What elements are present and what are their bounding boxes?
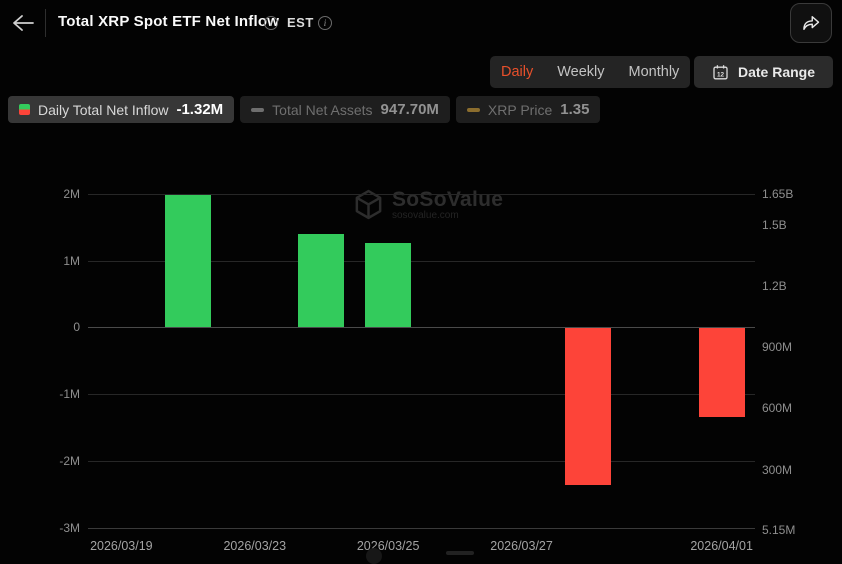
scroll-hint-dash bbox=[446, 551, 474, 555]
calendar-icon: 12 bbox=[713, 64, 728, 79]
bar-2026-03-24[interactable] bbox=[298, 233, 345, 328]
legend-label: Daily Total Net Inflow bbox=[38, 101, 169, 118]
arrow-left-icon bbox=[13, 15, 34, 31]
left-axis-tick-label: 2M bbox=[63, 186, 80, 201]
legend-value: -1.32M bbox=[176, 101, 224, 118]
gridline bbox=[88, 193, 755, 195]
gray-dash-icon bbox=[251, 107, 265, 112]
header-divider bbox=[45, 9, 46, 37]
x-axis-tick-label: 2026/03/19 bbox=[90, 539, 153, 553]
bar-2026-03-20[interactable] bbox=[165, 195, 212, 328]
x-axis-tick-label: 2026/04/01 bbox=[690, 539, 753, 553]
legend-label: XRP Price bbox=[487, 101, 553, 118]
right-axis-tick-label: 1.2B bbox=[762, 278, 787, 293]
right-axis-tick-label: 900M bbox=[762, 340, 793, 355]
right-axis-tick-label: 300M bbox=[762, 462, 793, 477]
watermark-name: SoSoValue bbox=[392, 188, 504, 211]
x-axis-tick-label: 2026/03/23 bbox=[223, 539, 287, 553]
page-title: Total XRP Spot ETF Net Inflow bbox=[58, 13, 280, 30]
date-range-button[interactable]: 12 Date Range bbox=[694, 56, 833, 88]
gridline bbox=[88, 460, 755, 462]
header: Total XRP Spot ETF Net Inflow i EST i bbox=[0, 0, 842, 46]
right-axis-tick-label: 1.65B bbox=[762, 187, 794, 201]
sosovalue-logo-icon bbox=[355, 189, 382, 220]
scroll-hint-dot bbox=[366, 548, 382, 564]
legend-item-xrp-price[interactable]: XRP Price 1.35 bbox=[455, 96, 601, 123]
interval-tab-group: Daily Weekly Monthly bbox=[490, 56, 691, 88]
back-button[interactable] bbox=[10, 11, 38, 35]
legend-item-net-inflow[interactable]: Daily Total Net Inflow -1.32M bbox=[8, 96, 235, 123]
right-axis-tick-label: 600M bbox=[762, 401, 793, 416]
date-range-label: Date Range bbox=[737, 64, 816, 80]
gridline bbox=[88, 394, 755, 396]
left-axis-tick-label: -3M bbox=[59, 520, 80, 535]
gridline bbox=[88, 260, 755, 262]
split-green-red-icon bbox=[19, 104, 30, 115]
share-button[interactable] bbox=[790, 3, 832, 43]
timezone-label: EST bbox=[287, 15, 314, 30]
right-axis-tick-label: 5.15M bbox=[762, 523, 796, 537]
gold-dash-icon bbox=[466, 107, 480, 112]
gridline bbox=[88, 327, 755, 329]
bar-2026-04-01[interactable] bbox=[698, 328, 745, 417]
left-axis-tick-label: 1M bbox=[63, 253, 80, 268]
bar-2026-03-25[interactable] bbox=[365, 243, 412, 328]
watermark-domain: sosovalue.com bbox=[392, 210, 459, 221]
timezone-info-icon[interactable]: i bbox=[318, 16, 332, 30]
legend: Daily Total Net Inflow -1.32M Total Net … bbox=[8, 96, 601, 123]
tab-weekly[interactable]: Weekly bbox=[557, 64, 605, 80]
tab-daily[interactable]: Daily bbox=[501, 64, 534, 80]
title-info-icon[interactable]: i bbox=[264, 16, 278, 30]
share-icon bbox=[803, 16, 820, 30]
x-axis-tick-label: 2026/03/27 bbox=[490, 539, 553, 553]
tab-monthly[interactable]: Monthly bbox=[628, 64, 680, 80]
legend-value: 947.70M bbox=[380, 101, 439, 118]
left-axis-tick-label: -1M bbox=[59, 387, 80, 402]
legend-item-total-net-assets[interactable]: Total Net Assets 947.70M bbox=[240, 96, 450, 123]
gridline bbox=[88, 527, 755, 529]
calendar-day-text: 12 bbox=[717, 71, 725, 78]
right-axis-tick-label: 1.5B bbox=[762, 217, 787, 232]
left-axis-tick-label: -2M bbox=[59, 453, 80, 468]
legend-label: Total Net Assets bbox=[272, 101, 373, 118]
left-axis-tick-label: 0 bbox=[73, 320, 80, 335]
bar-2026-03-30[interactable] bbox=[565, 328, 612, 486]
legend-value: 1.35 bbox=[560, 101, 590, 118]
